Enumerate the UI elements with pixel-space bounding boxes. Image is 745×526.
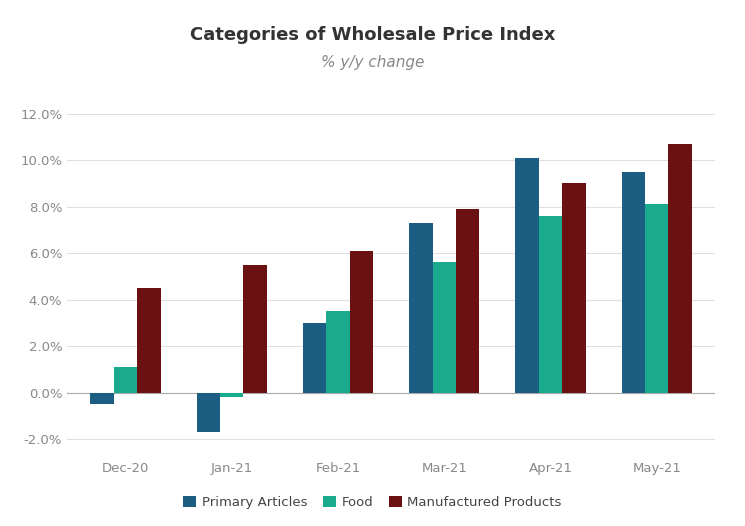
Legend: Primary Articles, Food, Manufactured Products: Primary Articles, Food, Manufactured Pro… [178,491,567,514]
Bar [114,367,137,392]
Bar [668,144,692,392]
Bar [539,216,562,392]
Bar [137,288,161,392]
Bar [90,392,114,404]
Bar [220,392,244,397]
Bar [197,392,220,432]
Bar [349,251,373,392]
Bar [326,311,349,392]
Bar [456,209,479,392]
Bar [645,205,668,392]
Bar [516,158,539,392]
Text: Categories of Wholesale Price Index: Categories of Wholesale Price Index [190,26,555,44]
Text: % y/y change: % y/y change [321,55,424,70]
Bar [303,323,326,392]
Bar [621,172,645,392]
Bar [562,184,586,392]
Bar [244,265,267,392]
Bar [409,223,433,392]
Bar [433,262,456,392]
